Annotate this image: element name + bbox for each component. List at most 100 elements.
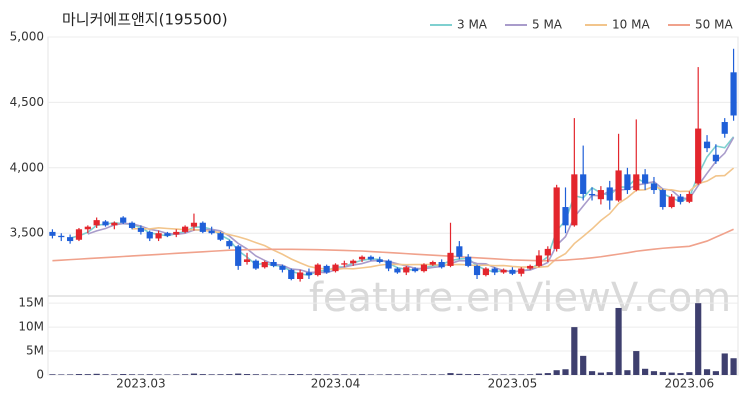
volume-bar: [438, 374, 445, 375]
volume-bar: [394, 374, 401, 375]
candle-body: [270, 261, 277, 266]
candle-body: [243, 259, 251, 262]
candle-body: [120, 217, 127, 223]
volume-bar: [102, 374, 109, 375]
volume-bar: [67, 374, 74, 375]
volume-bar: [412, 374, 419, 375]
volume-bar: [527, 374, 534, 375]
volume-bar: [190, 373, 198, 375]
candle-body: [509, 269, 516, 274]
volume-bar: [580, 355, 587, 375]
candle-body: [677, 196, 684, 202]
legend-label: 3 MA: [457, 18, 488, 32]
volume-bar: [270, 374, 277, 375]
legend-label: 10 MA: [612, 18, 650, 32]
volume-bar: [164, 374, 171, 375]
volume-bar: [155, 374, 162, 375]
volume-bar: [199, 374, 206, 375]
candle-body: [323, 265, 330, 273]
x-tick-label: 2023.06: [665, 377, 715, 391]
volume-bar: [535, 373, 543, 375]
volume-bar: [686, 372, 693, 375]
candle-body: [358, 256, 366, 260]
candle-body: [288, 269, 295, 279]
candle-body: [279, 265, 286, 270]
candle-body: [659, 190, 666, 208]
candle-body: [553, 187, 560, 249]
candle-body: [226, 241, 233, 247]
candle-body: [146, 231, 153, 239]
candle-body: [650, 183, 658, 191]
candle-body: [500, 269, 507, 273]
candle-body: [580, 174, 587, 194]
volume-bar: [597, 372, 604, 375]
candle-body: [235, 246, 242, 266]
candle-body: [367, 256, 374, 260]
candle-body: [297, 272, 304, 279]
candle-body: [597, 190, 604, 200]
volume-bar: [633, 351, 640, 375]
volume-bar: [261, 374, 268, 375]
volume-bar: [420, 374, 428, 375]
candle-body: [686, 193, 693, 202]
candle-body: [58, 235, 65, 238]
candle-body: [642, 174, 649, 184]
candle-body: [465, 256, 472, 266]
volume-bar: [703, 369, 711, 375]
candle-body: [438, 261, 445, 268]
candle-body: [456, 246, 463, 257]
candle-body: [624, 174, 631, 191]
volume-bar: [358, 374, 366, 375]
candle-body: [190, 222, 198, 227]
candle-body: [721, 122, 728, 134]
candle-body: [544, 248, 551, 256]
y-tick-label: 0: [36, 368, 44, 382]
volume-bar: [624, 370, 631, 375]
candle-body: [261, 261, 268, 268]
volume-bar: [58, 374, 65, 375]
volume-bar: [217, 374, 224, 375]
candle-body: [420, 264, 428, 272]
volume-bar: [606, 372, 613, 375]
volume-bar: [146, 374, 153, 375]
volume-bar: [518, 374, 525, 375]
y-tick-label: 4,500: [10, 95, 44, 109]
volume-bar: [650, 371, 658, 375]
volume-bar: [314, 374, 321, 375]
candle-body: [429, 261, 436, 265]
candle-body: [182, 226, 189, 232]
candle-body: [491, 268, 498, 273]
volume-bar: [75, 374, 83, 375]
candle-body: [199, 222, 206, 232]
volume-bar: [367, 374, 374, 375]
volume-bar: [49, 374, 56, 375]
candle-body: [606, 187, 613, 201]
candle-body: [332, 264, 339, 272]
volume-bar: [465, 374, 472, 375]
legend-label: 50 MA: [695, 18, 733, 32]
candle-body: [527, 265, 534, 269]
candle-body: [394, 268, 401, 273]
candle-body: [128, 222, 136, 228]
volume-bar: [243, 374, 251, 375]
volume-bar: [323, 374, 330, 375]
volume-bar: [447, 373, 454, 375]
volume-bar: [350, 374, 357, 375]
volume-bar: [712, 371, 719, 375]
volume-bar: [297, 374, 304, 375]
volume-bar: [84, 374, 91, 375]
candle-body: [314, 264, 321, 276]
volume-bar: [721, 353, 728, 375]
volume-bar: [208, 374, 215, 375]
volume-bar: [500, 374, 507, 375]
volume-bar: [128, 374, 136, 375]
volume-bar: [137, 374, 144, 375]
candle-body: [376, 259, 383, 262]
candle-body: [403, 267, 410, 273]
candle-body: [385, 260, 392, 269]
candle-body: [668, 196, 675, 208]
candle-body: [84, 226, 91, 230]
candle-body: [588, 193, 596, 196]
volume-bar: [482, 374, 489, 375]
candle-body: [703, 141, 711, 149]
